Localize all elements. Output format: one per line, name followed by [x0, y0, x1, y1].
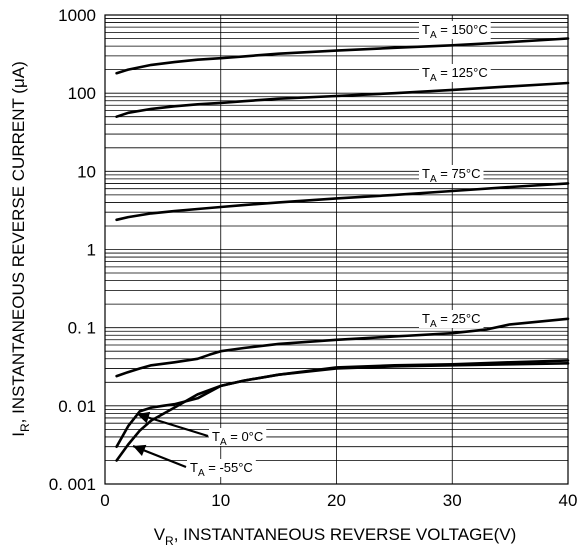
- y-tick-labels: 0. 001 0. 01 0. 1 1 10 100 1000: [49, 6, 96, 494]
- y-tick-label: 0. 01: [58, 397, 96, 416]
- x-tick-label: 10: [211, 491, 230, 510]
- x-tick-label: 20: [327, 491, 346, 510]
- x-tick-labels: 0 10 20 30 40: [100, 491, 577, 510]
- x-tick-label: 30: [443, 491, 462, 510]
- y-tick-label: 0. 001: [49, 475, 96, 494]
- x-tick-label: 40: [559, 491, 578, 510]
- x-tick-label: 0: [100, 491, 109, 510]
- y-tick-label: 100: [68, 84, 96, 103]
- x-axis-label: VR, INSTANTANEOUS REVERSE VOLTAGE(V): [154, 525, 517, 548]
- y-tick-label: 0. 1: [68, 319, 96, 338]
- y-tick-label: 10: [77, 162, 96, 181]
- y-tick-label: 1000: [58, 6, 96, 25]
- y-tick-label: 1: [87, 241, 96, 260]
- y-axis-label: IR, INSTANTANEOUS REVERSE CURRENT (μA): [9, 61, 32, 437]
